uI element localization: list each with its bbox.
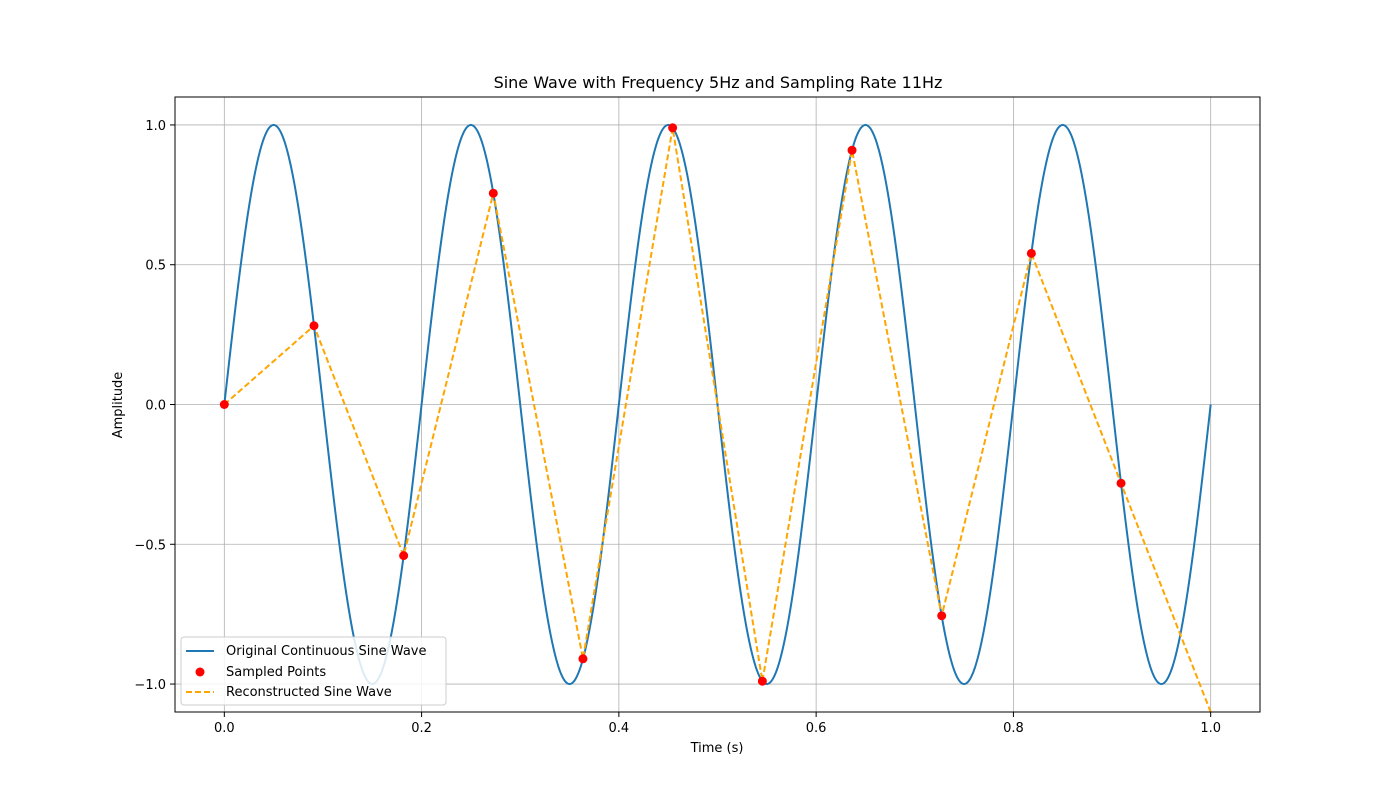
sampled-point (219, 400, 229, 409)
chart-title: Sine Wave with Frequency 5Hz and Samplin… (494, 73, 943, 92)
legend-swatch-sampled (195, 667, 205, 677)
sampled-point (937, 611, 947, 621)
x-axis-label: Time (s) (690, 741, 744, 756)
x-tick-label: 0.4 (609, 721, 630, 736)
sampled-point (668, 123, 678, 133)
x-tick-label: 0.0 (214, 721, 235, 736)
x-tick-label: 0.2 (411, 721, 432, 736)
sampled-point (488, 188, 498, 198)
x-tick-label: 0.8 (1003, 721, 1024, 736)
y-tick-label: −0.5 (134, 538, 166, 553)
sampled-point (578, 654, 588, 664)
legend-label-reconstructed: Reconstructed Sine Wave (226, 685, 392, 700)
y-axis-label: Amplitude (111, 372, 126, 439)
x-tick-label: 1.0 (1200, 721, 1221, 736)
sampled-point (399, 551, 409, 561)
legend: Original Continuous Sine Wave Sampled Po… (180, 636, 447, 706)
legend-label-original: Original Continuous Sine Wave (226, 644, 426, 659)
y-axis: −1.0 −0.5 0.0 0.5 1.0 (134, 119, 175, 693)
sampled-point (757, 676, 767, 686)
sampled-point (1116, 478, 1126, 488)
y-tick-label: 1.0 (145, 119, 166, 134)
x-tick-label: 0.6 (806, 721, 827, 736)
y-tick-label: 0.0 (145, 399, 166, 414)
legend-box (180, 636, 447, 706)
x-axis: 0.0 0.2 0.4 0.6 0.8 1.0 (214, 712, 1221, 736)
plot-area (219, 123, 1212, 713)
sampled-point (1026, 248, 1036, 258)
y-tick-label: 0.5 (145, 259, 166, 274)
series-reconstructed-line (223, 127, 1212, 713)
y-tick-label: −1.0 (134, 678, 166, 693)
sampled-point (309, 321, 319, 331)
legend-label-sampled: Sampled Points (226, 665, 326, 680)
sampled-point (847, 145, 857, 155)
